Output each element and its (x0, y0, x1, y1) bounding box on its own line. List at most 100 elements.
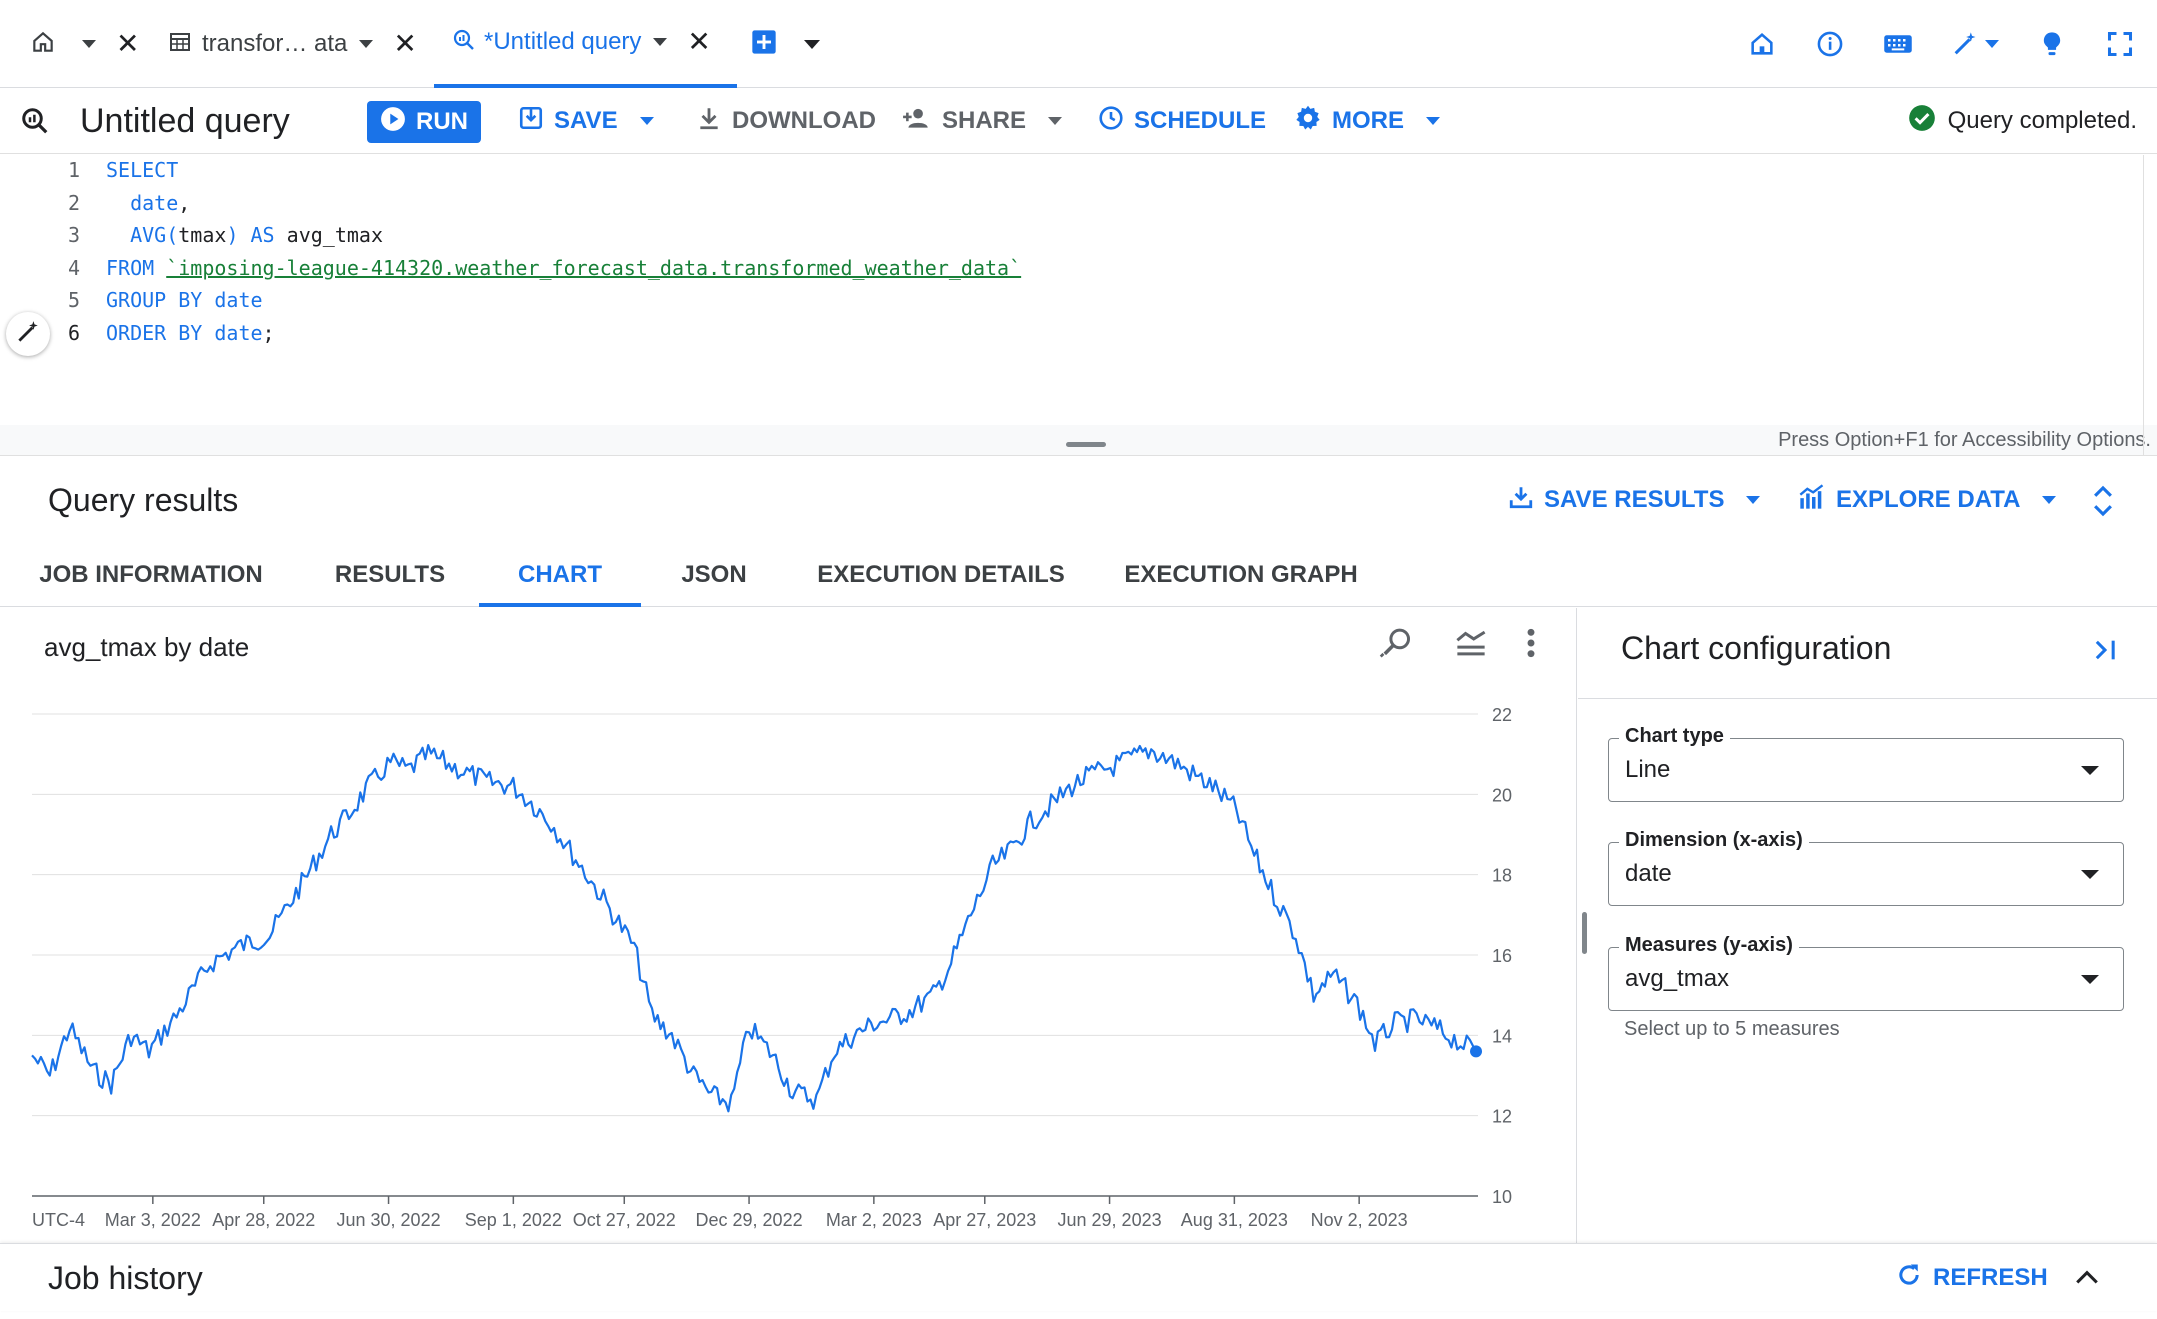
home-icon[interactable] (1745, 27, 1779, 61)
close-icon[interactable]: ✕ (393, 28, 417, 59)
query-title[interactable]: Untitled query (80, 102, 290, 140)
editor-footer (0, 425, 2157, 455)
chart-actions (1378, 626, 1536, 665)
gear-icon (1294, 104, 1322, 139)
resize-handle[interactable] (1066, 442, 1106, 447)
measures-label: Measures (y-axis) (1619, 934, 1799, 957)
download-button[interactable]: DOWNLOAD (696, 88, 876, 154)
download-label: DOWNLOAD (732, 107, 876, 134)
add-person-icon (902, 105, 932, 138)
chart-configuration-panel: Chart configuration Chart type Line Dime… (1578, 608, 2157, 1243)
results-tabs: JOB INFORMATION RESULTS CHART JSON EXECUTION… (0, 543, 2157, 607)
code-token: date (130, 190, 179, 215)
magic-wand-icon (15, 319, 41, 350)
tab-results[interactable]: RESULTS (334, 561, 446, 588)
code-token (106, 223, 130, 247)
query-status: Query completed. (1908, 88, 2137, 154)
dimension-label: Dimension (x-axis) (1619, 829, 1809, 852)
series-line-avg-tmax (31, 744, 1477, 1113)
stacked-line-icon[interactable] (1454, 628, 1488, 663)
x-tick-label: Nov 2, 2023 (1311, 1210, 1408, 1230)
y-tick-label: 14 (1492, 1026, 1512, 1046)
line-chart[interactable]: 10 12 14 16 18 20 22 Mar 3, 2022 Apr 28, 2022 Jun… (0, 608, 1576, 1243)
keyboard-icon[interactable] (1881, 27, 1915, 61)
close-icon[interactable]: ✕ (687, 26, 711, 57)
panel-divider (1576, 608, 1577, 1243)
new-tab-dropdown-icon[interactable] (804, 39, 820, 49)
code-token: SELECT (106, 158, 179, 182)
tab-query-dropdown-icon[interactable] (653, 38, 668, 46)
code-token: ORDER BY date (106, 320, 263, 345)
results-header: Query results SAVE RESULTS EXPLORE DATA (0, 455, 2157, 543)
line-number: 3 (67, 223, 80, 247)
results-title: Query results (48, 482, 239, 518)
sql-editor[interactable]: 1 2 3 4 5 6 SELECT date, AVG(tmax) AS avg_tma… (0, 155, 2157, 455)
measures-select[interactable]: Measures (y-axis) avg_tmax (1608, 934, 2124, 1011)
dimension-select[interactable]: Dimension (x-axis) date (1608, 829, 2124, 906)
tab-table[interactable]: transfor… ata ✕ (168, 0, 417, 88)
chart-configuration-title: Chart configuration (1621, 630, 1892, 666)
chevron-down-icon (2081, 766, 2099, 775)
expand-icon[interactable] (2092, 484, 2114, 523)
refresh-button[interactable]: REFRESH (1895, 1244, 2048, 1312)
share-button[interactable]: SHARE (902, 88, 1063, 154)
code-area[interactable]: SELECT date, AVG(tmax) AS avg_tmax FROM `… (104, 155, 2124, 425)
chevron-down-icon (2081, 975, 2099, 984)
run-button[interactable]: RUN (367, 101, 481, 143)
chart-type-select[interactable]: Chart type Line (1608, 725, 2124, 802)
magic-wand-icon[interactable] (1949, 27, 2001, 61)
code-line[interactable]: AVG(tmax) AS avg_tmax (106, 223, 383, 247)
schedule-button[interactable]: SCHEDULE (1098, 88, 1266, 154)
tab-execution-details[interactable]: EXECUTION DETAILS (817, 561, 1065, 588)
new-tab-button[interactable] (750, 0, 820, 88)
save-results-label: SAVE RESULTS (1544, 486, 1725, 513)
close-icon[interactable]: ✕ (116, 28, 140, 59)
tab-table-label: transfor… ata (202, 30, 348, 57)
clock-icon (1098, 105, 1124, 138)
more-label: MORE (1332, 107, 1404, 134)
editor-scrollbar[interactable] (2143, 155, 2157, 455)
panel-resize-handle[interactable] (1582, 912, 1587, 954)
chevron-up-icon[interactable] (2074, 1266, 2100, 1293)
table-icon (168, 30, 192, 59)
tab-home[interactable]: ✕ (30, 0, 139, 88)
tab-home-dropdown-icon[interactable] (82, 40, 96, 48)
fullscreen-icon[interactable] (2103, 27, 2137, 61)
x-tick-label: Aug 31, 2023 (1181, 1210, 1288, 1230)
more-vert-icon[interactable] (1526, 627, 1536, 664)
dimension-value: date (1625, 860, 1672, 887)
tab-execution-graph[interactable]: EXECUTION GRAPH (1124, 561, 1358, 588)
play-icon (380, 106, 406, 139)
line-number: 6 (67, 320, 80, 345)
job-history-bar: Job history REFRESH (0, 1243, 2157, 1311)
tab-table-dropdown-icon[interactable] (359, 40, 374, 48)
save-button[interactable]: SAVE (518, 88, 654, 154)
tab-chart[interactable]: CHART (479, 543, 641, 607)
tab-untitled-query[interactable]: *Untitled query ✕ (434, 0, 737, 88)
y-tick-label: 12 (1492, 1107, 1512, 1127)
tab-json[interactable]: JSON (681, 561, 747, 588)
chart-icon (1798, 483, 1826, 517)
info-icon[interactable] (1813, 27, 1847, 61)
zoom-icon[interactable] (1378, 626, 1416, 665)
code-line[interactable]: ORDER BY date; (106, 321, 275, 345)
code-line[interactable]: SELECT (106, 158, 178, 182)
lightbulb-icon[interactable] (2035, 27, 2069, 61)
tab-job-information[interactable]: JOB INFORMATION (39, 561, 263, 588)
code-line[interactable]: FROM `imposing-league-414320.weather_for… (106, 256, 1021, 280)
refresh-icon (1895, 1261, 1923, 1296)
code-token: tmax (178, 223, 227, 247)
chart-type-value: Line (1625, 756, 1671, 783)
query-icon (452, 28, 476, 57)
save-results-dropdown-icon (1746, 496, 1761, 504)
collapse-panel-icon[interactable] (2091, 636, 2119, 669)
code-line[interactable]: date, (106, 191, 190, 215)
save-results-button[interactable]: SAVE RESULTS (1508, 456, 1761, 544)
code-line[interactable]: GROUP BY date (106, 288, 263, 312)
explore-data-button[interactable]: EXPLORE DATA (1798, 456, 2057, 544)
code-token: avg_tmax (274, 223, 383, 247)
more-button[interactable]: MORE (1294, 88, 1440, 154)
code-token: , (178, 190, 191, 215)
gemini-assist-button[interactable] (6, 312, 50, 356)
chart-title: avg_tmax by date (44, 632, 250, 662)
